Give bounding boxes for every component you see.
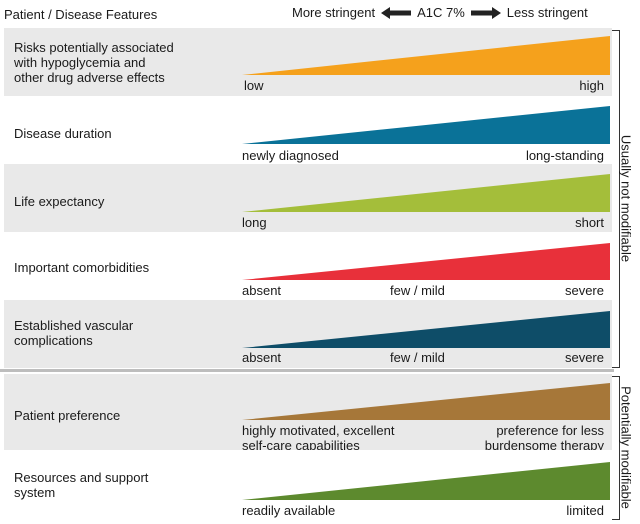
arrow-right-icon xyxy=(470,6,501,19)
wedge-shape xyxy=(242,174,610,212)
high-end-label: short xyxy=(575,215,604,230)
wedge-shape xyxy=(242,383,610,420)
low-end-label: newly diagnosed xyxy=(242,148,339,163)
low-end-label: absent xyxy=(242,350,282,365)
feature-label: Important comorbidities xyxy=(14,260,150,275)
feature-row-patient-preference: Patient preference highly motivated, exc… xyxy=(4,374,612,453)
stringency-scale: More stringent A1C 7% Less stringent xyxy=(292,5,588,20)
feature-label: Life expectancy xyxy=(14,194,105,209)
bracket-not-modifiable xyxy=(612,30,620,368)
a1c-label: A1C 7% xyxy=(417,5,465,20)
group-divider xyxy=(0,369,614,372)
low-end-label: absent xyxy=(242,283,282,298)
wedge-shape xyxy=(242,36,610,75)
feature-row-resources-support: Resources and support system readily ava… xyxy=(4,450,612,522)
arrow-left-icon xyxy=(381,6,412,19)
column-title: Patient / Disease Features xyxy=(4,7,158,22)
usually-not-modifiable-label: Usually not modifiable xyxy=(618,134,634,263)
feature-row-vascular-complications: Established vascular complications absen… xyxy=(4,300,612,368)
feature-label: Established vascular complications xyxy=(14,318,134,348)
low-end-label: highly motivated, excellent self-care ca… xyxy=(242,423,395,453)
low-end-label: readily available xyxy=(242,503,336,518)
high-end-label: limited xyxy=(566,503,604,518)
feature-label: Risks potentially associated with hypogl… xyxy=(14,40,174,85)
mid-label: few / mild xyxy=(390,350,445,365)
potentially-modifiable-label: Potentially modifiable xyxy=(618,386,634,509)
low-end-label: low xyxy=(244,78,264,93)
wedge-shape xyxy=(242,243,610,280)
bracket-modifiable xyxy=(612,376,620,520)
high-end-label: high xyxy=(579,78,604,93)
feature-row-comorbidities: Important comorbidities absent few / mil… xyxy=(4,232,612,300)
feature-label: Disease duration xyxy=(14,126,112,141)
high-end-label: severe xyxy=(564,283,604,298)
feature-row-disease-duration: Disease duration newly diagnosed long-st… xyxy=(4,96,612,164)
more-stringent-label: More stringent xyxy=(292,5,376,20)
high-end-label: severe xyxy=(564,350,604,365)
feature-row-hypoglycemia-risk: Risks potentially associated with hypogl… xyxy=(4,28,612,96)
feature-row-life-expectancy: Life expectancy long short xyxy=(4,164,612,232)
high-end-label: preference for less burdensome therapy xyxy=(484,423,604,453)
low-end-label: long xyxy=(242,215,267,230)
wedge-shape xyxy=(242,462,610,500)
wedge-shape xyxy=(242,106,610,144)
feature-label: Patient preference xyxy=(14,408,121,423)
high-end-label: long-standing xyxy=(525,148,604,163)
less-stringent-label: Less stringent xyxy=(506,5,588,20)
feature-label: Resources and support system xyxy=(14,470,149,500)
wedge-shape xyxy=(242,311,610,348)
mid-label: few / mild xyxy=(390,283,445,298)
